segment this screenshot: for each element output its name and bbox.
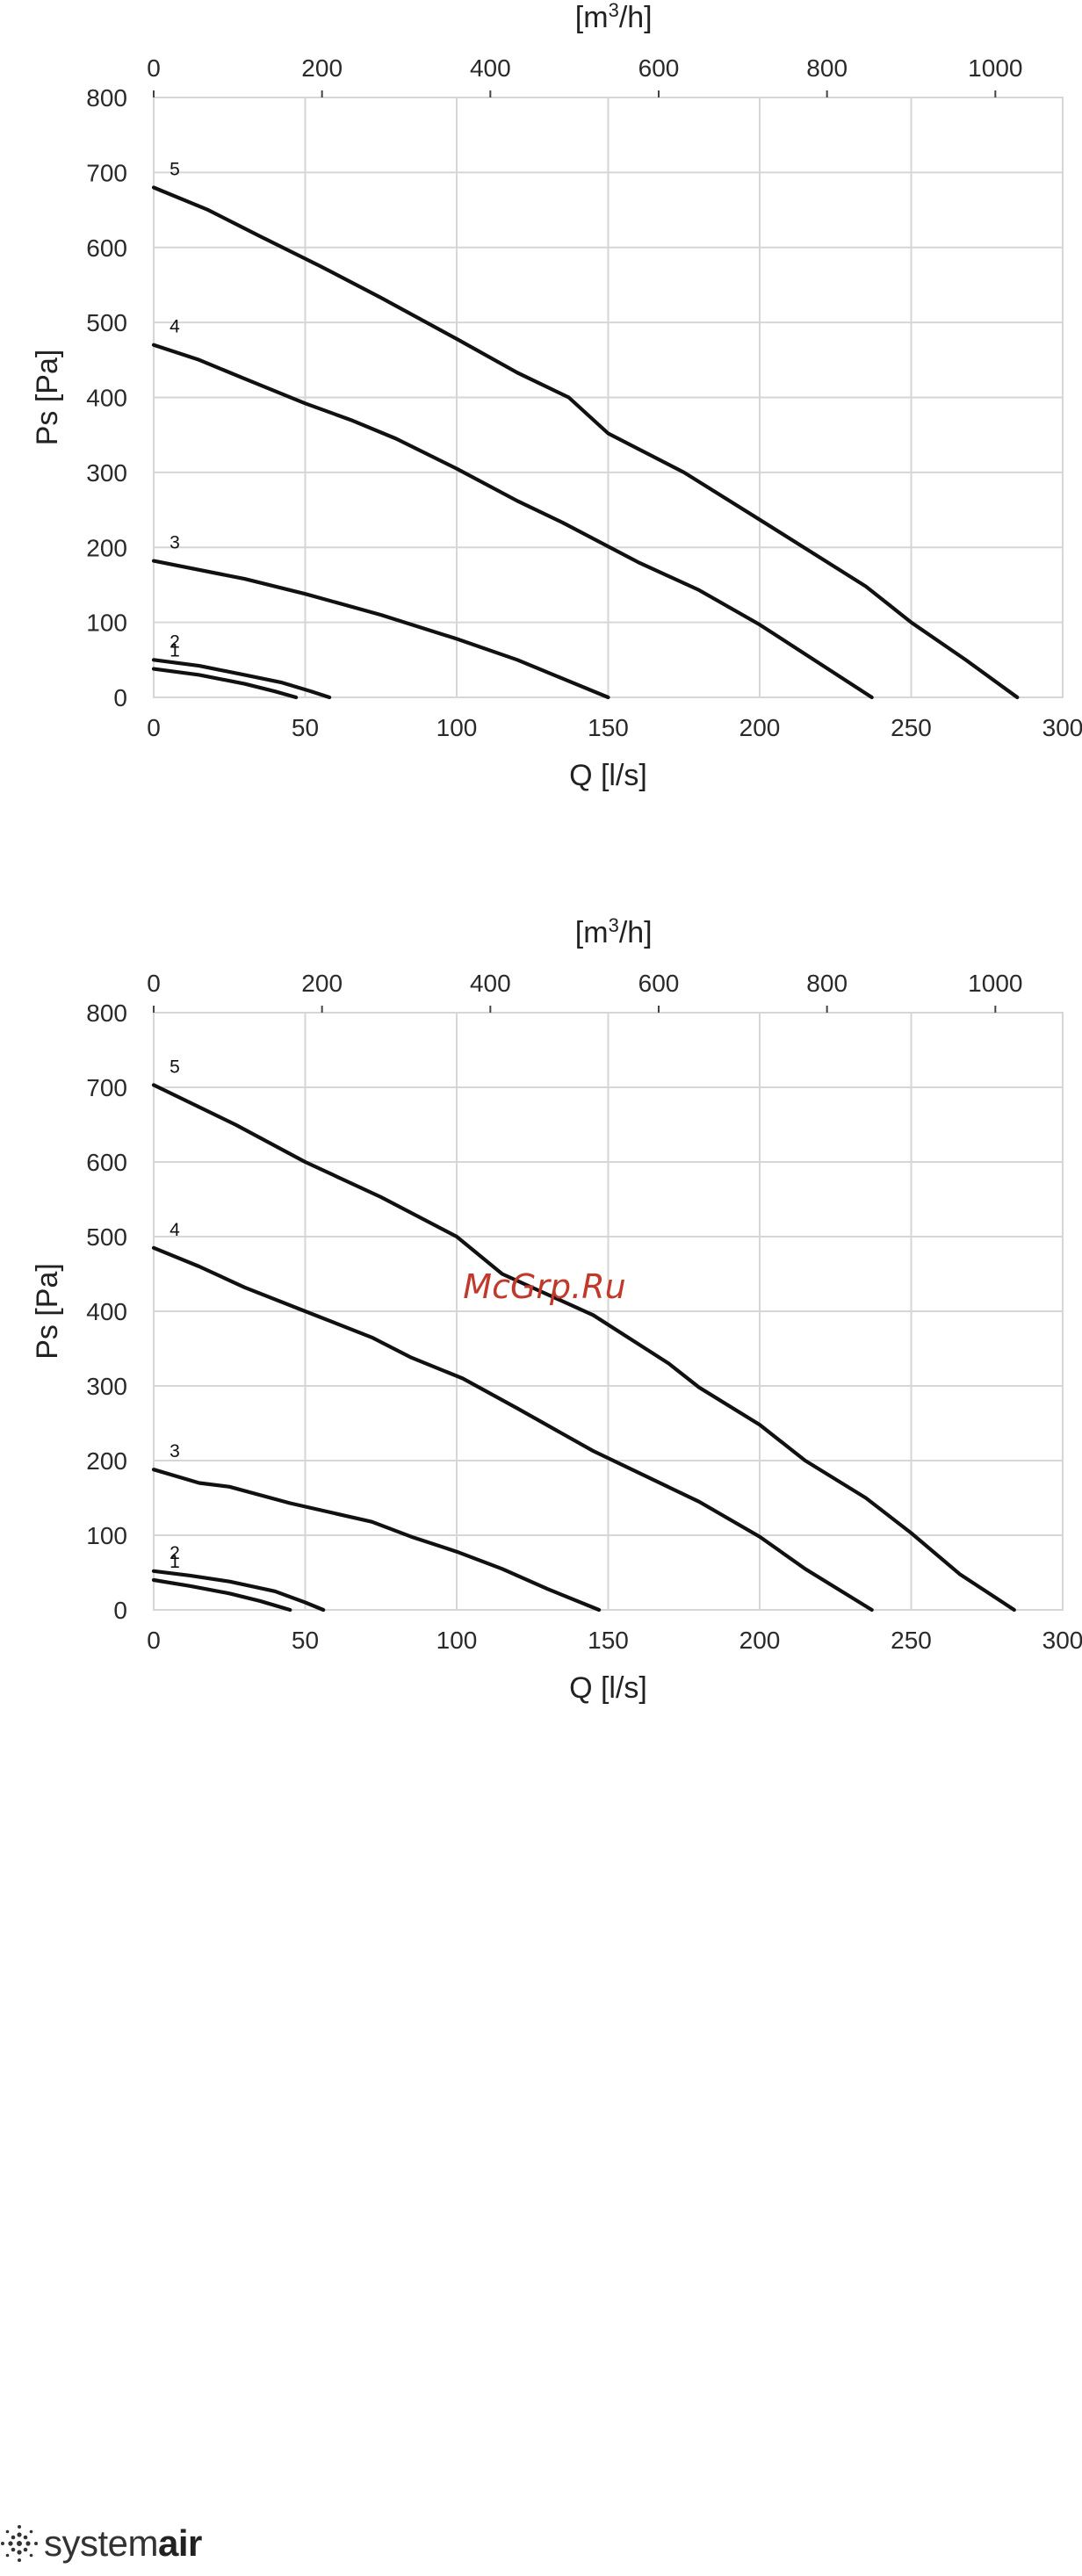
x-tick-label: 150	[588, 714, 629, 741]
y-tick-label: 400	[86, 1298, 127, 1325]
y-tick-label: 500	[86, 1223, 127, 1251]
curve-label-3: 3	[170, 1441, 180, 1461]
y-tick-label: 0	[113, 684, 127, 711]
x-axis-title: Q [l/s]	[569, 759, 647, 792]
curve-1	[151, 1577, 292, 1613]
curve-label-5: 5	[170, 1057, 180, 1077]
y-tick-label: 200	[86, 534, 127, 561]
systemair-logo: systemair	[0, 2517, 202, 2570]
x-tick-label: 200	[739, 714, 781, 741]
x2-tick-label: 0	[147, 970, 161, 997]
curve-1	[151, 667, 299, 700]
x-tick-label: 50	[292, 1627, 319, 1654]
x-tick-label: 150	[588, 1627, 629, 1654]
y-tick-label: 700	[86, 1074, 127, 1101]
y-tick-label: 700	[86, 159, 127, 186]
x-tick-label: 50	[292, 714, 319, 741]
x-tick-label: 100	[436, 1627, 478, 1654]
curve-label-2: 2	[170, 631, 180, 652]
brand-suffix: air	[158, 2522, 202, 2564]
y-tick-label: 100	[86, 1522, 127, 1549]
x2-tick-label: 800	[806, 970, 848, 997]
curve-2	[151, 658, 332, 700]
x2-tick-label: 400	[470, 970, 511, 997]
y-tick-label: 600	[86, 235, 127, 262]
y-tick-label: 800	[86, 84, 127, 112]
x-tick-label: 0	[147, 714, 161, 741]
curve-label-4: 4	[170, 1220, 180, 1240]
x2-tick-label: 200	[301, 970, 343, 997]
watermark-text: McGrp.Ru	[463, 1267, 625, 1306]
x2-tick-label: 1000	[968, 54, 1022, 82]
x-tick-label: 300	[1042, 714, 1082, 741]
y-tick-label: 100	[86, 610, 127, 637]
x2-tick-label: 600	[638, 54, 680, 82]
curve-5	[151, 185, 1020, 700]
y-tick-label: 0	[113, 1597, 127, 1624]
y-tick-label: 500	[86, 309, 127, 336]
curve-5	[151, 1083, 1016, 1613]
x-tick-label: 100	[436, 714, 478, 741]
x2-tick-label: 600	[638, 970, 680, 997]
curve-label-2: 2	[170, 1543, 180, 1563]
curve-4	[151, 1245, 874, 1613]
brand-prefix: system	[44, 2522, 159, 2564]
curve-2	[151, 1569, 326, 1613]
x-tick-label: 200	[739, 1627, 781, 1654]
x-tick-label: 250	[891, 714, 932, 741]
x2-tick-label: 400	[470, 54, 511, 82]
x2-tick-label: 1000	[968, 970, 1022, 997]
systemair-logo-mark-icon	[1, 2525, 38, 2562]
x2-tick-label: 800	[806, 54, 848, 82]
y-tick-label: 600	[86, 1149, 127, 1176]
curve-3	[151, 559, 610, 700]
y-tick-label: 200	[86, 1447, 127, 1475]
curve-label-1: 1	[170, 641, 180, 661]
systemair-wordmark: systemair	[44, 2522, 202, 2565]
y-tick-label: 300	[86, 1373, 127, 1400]
y-tick-label: 300	[86, 459, 127, 487]
curve-3	[151, 1468, 602, 1613]
curve-label-4: 4	[170, 317, 180, 337]
y-tick-label: 800	[86, 999, 127, 1027]
plot-frame	[153, 1012, 1064, 1611]
x2-tick-label: 200	[301, 54, 343, 82]
y-axis-title: Ps [Pa]	[31, 1263, 64, 1360]
x2-axis-title: [m3/h]	[575, 0, 653, 34]
x2-tick-label: 0	[147, 54, 161, 82]
curve-4	[151, 343, 874, 700]
curve-label-5: 5	[170, 159, 180, 179]
x-axis-title: Q [l/s]	[569, 1671, 647, 1705]
x-tick-label: 250	[891, 1627, 932, 1654]
x-tick-label: 300	[1042, 1627, 1082, 1654]
curve-label-1: 1	[170, 1552, 180, 1572]
x-tick-label: 0	[147, 1627, 161, 1654]
curve-label-3: 3	[170, 533, 180, 553]
y-axis-title: Ps [Pa]	[31, 350, 64, 446]
y-tick-label: 400	[86, 385, 127, 412]
x2-axis-title: [m3/h]	[575, 914, 653, 949]
